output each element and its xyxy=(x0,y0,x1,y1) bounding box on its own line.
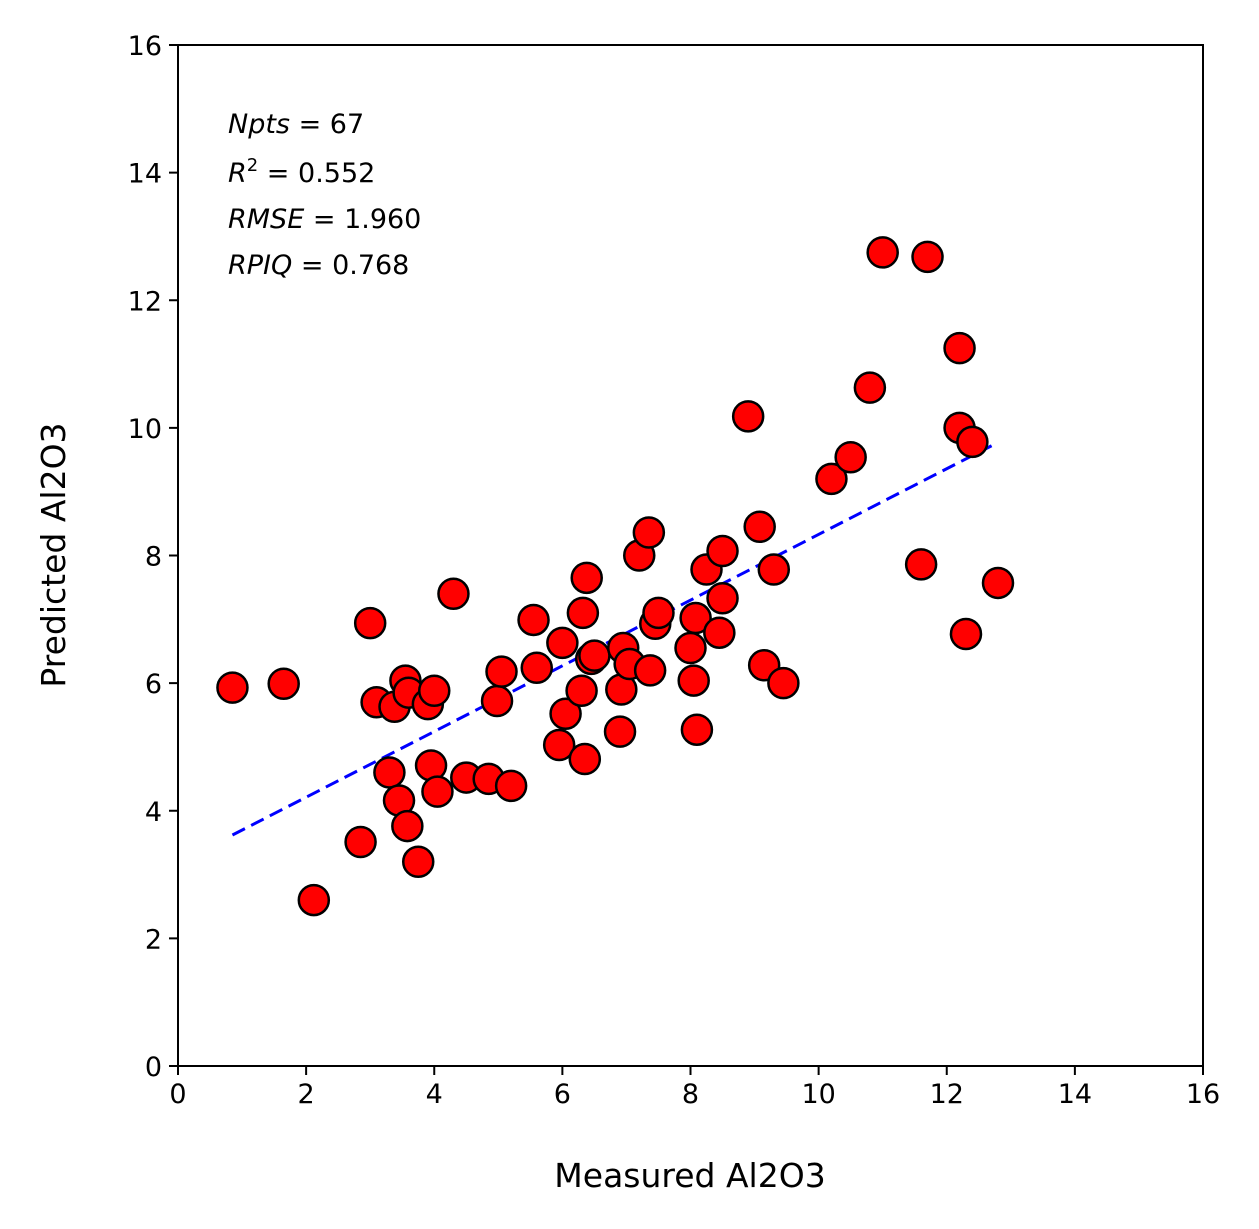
plot-frame xyxy=(177,44,1204,1067)
x-tick-label: 16 xyxy=(1186,1079,1220,1110)
data-point xyxy=(437,577,470,611)
data-point xyxy=(853,371,887,404)
data-point xyxy=(570,561,603,595)
data-point xyxy=(494,769,528,803)
data-point xyxy=(834,440,867,474)
data-point xyxy=(485,655,518,688)
data-point xyxy=(866,236,899,269)
data-point xyxy=(546,626,579,660)
x-tick-label: 2 xyxy=(298,1079,315,1110)
stat-rpiq: RPIQ = 0.768 xyxy=(228,250,409,281)
stats-annotation: Npts = 67 R2 = 0.552 RMSE = 1.960 RPIQ =… xyxy=(228,109,421,281)
data-point xyxy=(568,742,602,776)
stat-npts-eq: = xyxy=(290,109,330,140)
data-points xyxy=(216,236,1015,917)
stat-r2: R2 = 0.552 xyxy=(228,155,375,189)
data-point xyxy=(578,639,611,672)
data-point xyxy=(418,674,451,708)
stat-r2-name: R xyxy=(228,158,247,189)
y-tick-label: 14 xyxy=(128,159,162,190)
x-tick-label: 12 xyxy=(930,1079,964,1110)
stat-npts-name: Npts xyxy=(228,109,290,140)
data-point xyxy=(680,713,714,746)
data-point xyxy=(731,400,765,433)
data-point xyxy=(517,603,550,637)
plot-area: 0 2 4 6 8 10 12 14 16 0 2 4 6 8 10 12 14 16 xyxy=(128,31,1221,1110)
data-point xyxy=(642,596,675,630)
stat-rmse-name: RMSE xyxy=(228,204,304,235)
data-point xyxy=(401,845,435,879)
data-point xyxy=(679,601,712,635)
data-point xyxy=(603,715,637,748)
y-axis-ticks: 0 2 4 6 8 10 12 14 16 xyxy=(128,31,178,1083)
x-tick-label: 10 xyxy=(801,1079,835,1110)
x-tick-label: 6 xyxy=(554,1079,571,1110)
x-axis-ticks: 0 2 4 6 8 10 12 14 16 xyxy=(169,1066,1220,1110)
stat-rmse-value: 1.960 xyxy=(344,204,421,235)
data-point xyxy=(674,631,707,665)
data-point xyxy=(566,596,600,630)
data-point xyxy=(549,697,582,731)
y-tick-label: 0 xyxy=(145,1052,162,1083)
data-point xyxy=(565,674,598,708)
y-tick-label: 4 xyxy=(145,797,162,828)
data-point xyxy=(911,240,944,274)
data-point xyxy=(757,553,791,586)
stat-r2-value: 0.552 xyxy=(298,158,375,189)
stat-npts: Npts = 67 xyxy=(228,109,364,140)
data-point xyxy=(421,775,454,808)
y-axis-label: Predicted Al2O3 xyxy=(34,422,73,687)
y-tick-label: 12 xyxy=(128,286,162,317)
data-point xyxy=(981,566,1015,600)
stat-rmse: RMSE = 1.960 xyxy=(228,204,421,235)
x-tick-label: 4 xyxy=(426,1079,443,1110)
stat-rpiq-eq: = xyxy=(292,250,332,281)
data-point xyxy=(391,809,424,843)
data-point xyxy=(480,684,514,718)
stat-npts-value: 67 xyxy=(330,109,364,140)
data-point xyxy=(706,534,739,568)
y-tick-label: 6 xyxy=(145,669,162,700)
data-point xyxy=(904,548,938,581)
data-point xyxy=(677,664,710,697)
x-axis-label: Measured Al2O3 xyxy=(554,1156,825,1195)
data-point xyxy=(633,654,667,687)
data-point xyxy=(297,883,331,917)
data-point xyxy=(632,516,666,549)
y-tick-label: 2 xyxy=(145,924,162,955)
data-point xyxy=(943,331,976,365)
y-tick-label: 10 xyxy=(128,414,162,445)
data-point xyxy=(743,510,776,544)
data-point xyxy=(703,616,736,649)
data-point xyxy=(706,582,739,615)
x-tick-label: 8 xyxy=(682,1079,699,1110)
x-tick-label: 0 xyxy=(169,1079,186,1110)
data-point xyxy=(267,667,300,701)
data-point xyxy=(373,756,406,789)
y-tick-label: 16 xyxy=(128,31,162,62)
data-point xyxy=(520,651,553,685)
stat-rpiq-value: 0.768 xyxy=(332,250,409,281)
x-tick-label: 14 xyxy=(1058,1079,1092,1110)
data-point xyxy=(542,728,576,762)
data-point xyxy=(216,671,249,704)
stat-rpiq-name: RPIQ xyxy=(228,250,292,281)
data-point xyxy=(815,462,848,496)
data-point xyxy=(353,606,387,640)
y-tick-label: 8 xyxy=(145,542,162,573)
data-point xyxy=(949,617,983,651)
stat-r2-eq: = xyxy=(258,158,298,189)
data-point xyxy=(344,825,377,859)
stat-r2-sup: 2 xyxy=(247,155,258,176)
data-point xyxy=(767,666,800,700)
stat-rmse-eq: = xyxy=(304,204,344,235)
data-point xyxy=(956,425,989,459)
